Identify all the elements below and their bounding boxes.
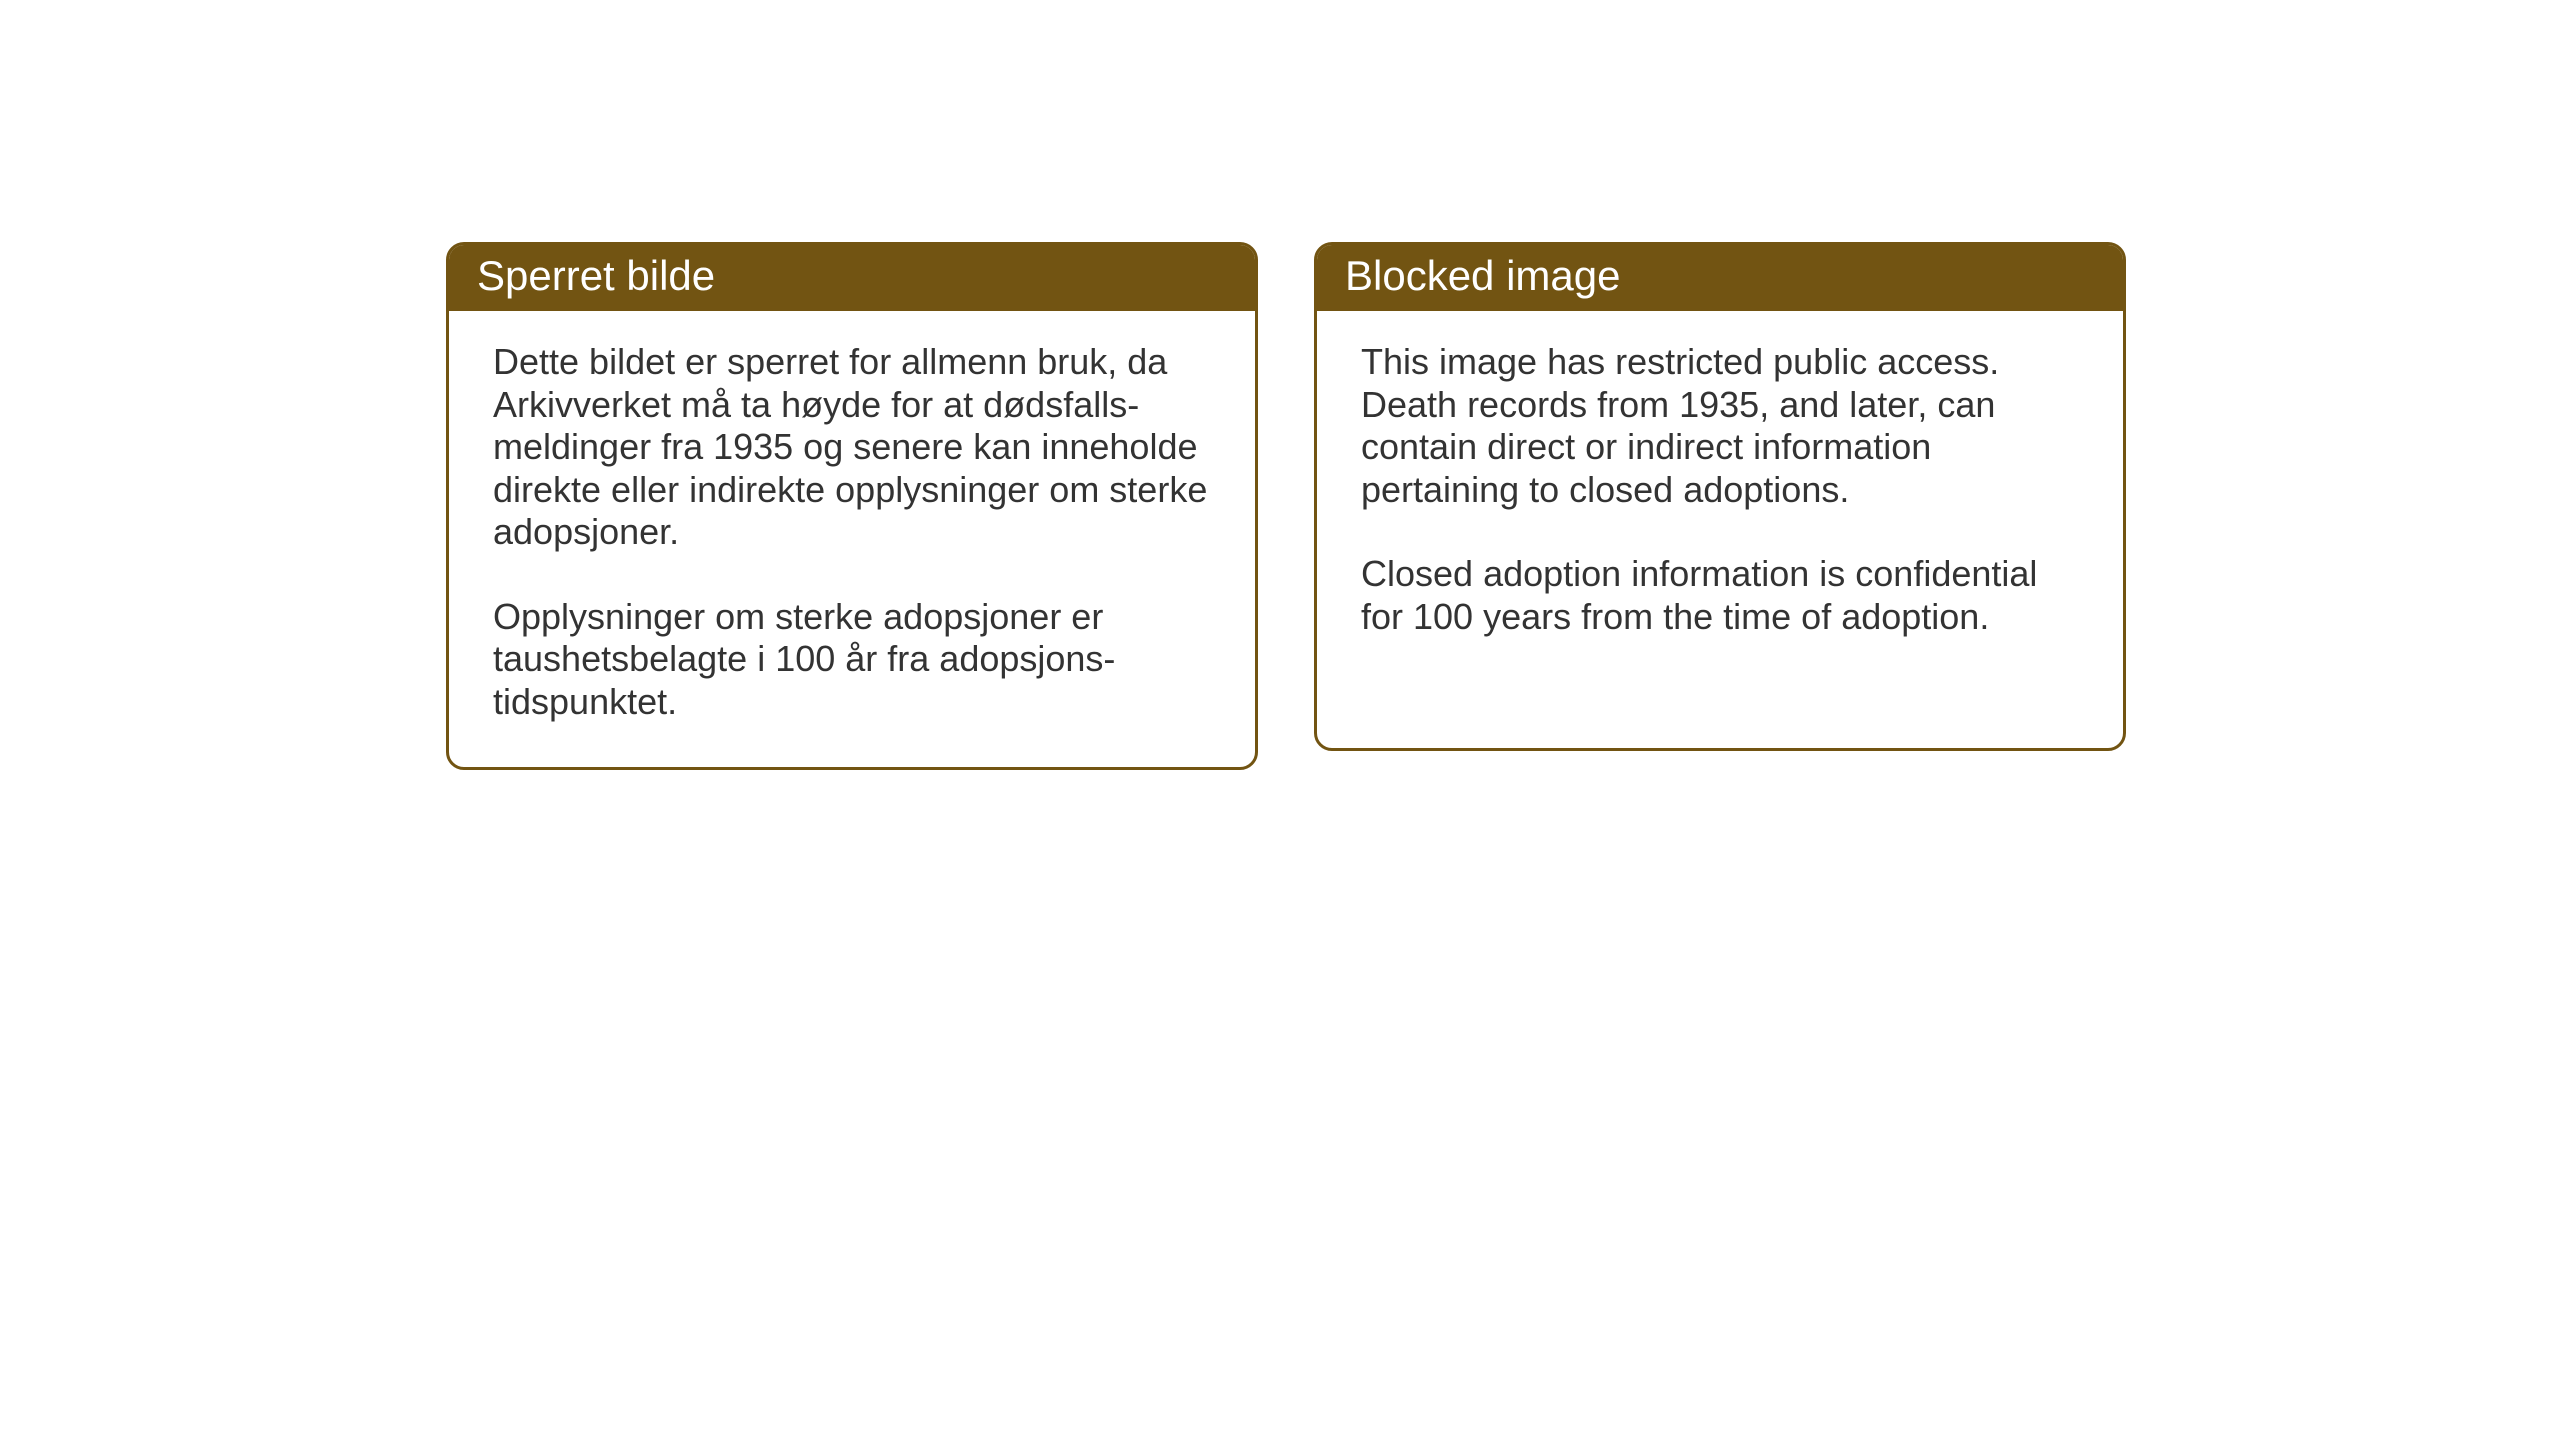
card-body-norwegian: Dette bildet er sperret for allmenn bruk…: [449, 311, 1255, 767]
notice-card-english: Blocked image This image has restricted …: [1314, 242, 2126, 751]
paragraph-text: Closed adoption information is confident…: [1361, 553, 2079, 638]
paragraph-text: Opplysninger om sterke adopsjoner er tau…: [493, 596, 1211, 723]
notice-card-norwegian: Sperret bilde Dette bildet er sperret fo…: [446, 242, 1258, 770]
card-header-english: Blocked image: [1317, 245, 2123, 311]
notice-container: Sperret bilde Dette bildet er sperret fo…: [0, 0, 2560, 770]
card-body-english: This image has restricted public access.…: [1317, 311, 2123, 682]
card-header-norwegian: Sperret bilde: [449, 245, 1255, 311]
paragraph-text: Dette bildet er sperret for allmenn bruk…: [493, 341, 1211, 553]
paragraph-text: This image has restricted public access.…: [1361, 341, 2079, 511]
